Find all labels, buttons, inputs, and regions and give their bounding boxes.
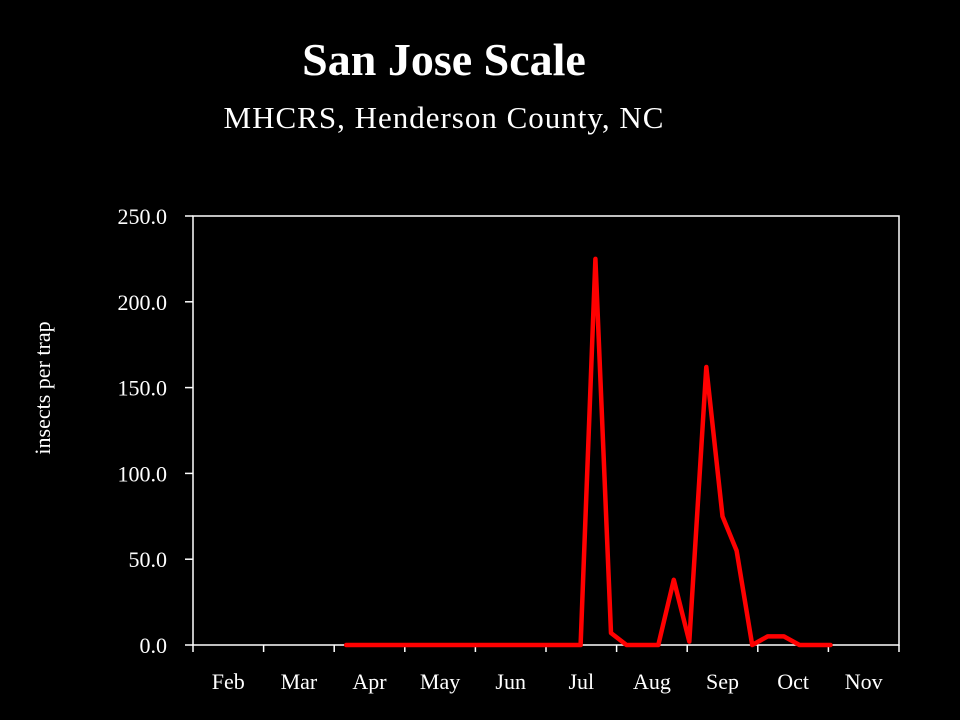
x-tick-label: Oct [777, 669, 809, 694]
y-axis-title: insects per trap [30, 321, 55, 454]
plot-area-border [192, 215, 900, 646]
y-tick-label: 0.0 [140, 633, 168, 658]
x-tick-label: Sep [706, 669, 739, 694]
series-line [343, 256, 833, 648]
x-tick-label: Feb [212, 669, 245, 694]
y-tick-label: 50.0 [129, 547, 168, 572]
y-tick-label: 200.0 [118, 290, 168, 315]
series-layer [343, 256, 833, 648]
y-axis: 0.0 50.0 100.0 150.0 200.0 250.0 [118, 204, 193, 658]
x-tick-label: Jul [568, 669, 594, 694]
chart-subtitle: MHCRS, Henderson County, NC [223, 100, 665, 135]
x-axis: Feb Mar Apr May Jun Jul Aug Sep Oct Nov [192, 645, 900, 694]
plot-frame [192, 215, 900, 646]
x-tick-label: Aug [633, 669, 671, 694]
chart-title: San Jose Scale [302, 34, 586, 85]
x-tick-label: Jun [495, 669, 526, 694]
x-tick-label: Mar [281, 669, 318, 694]
y-tick-label: 150.0 [118, 376, 168, 401]
y-tick-label: 250.0 [118, 204, 168, 229]
x-tick-label: May [420, 669, 460, 694]
x-tick-label: Apr [352, 669, 387, 694]
y-tick-label: 100.0 [118, 461, 168, 486]
x-tick-label: Nov [845, 669, 883, 694]
